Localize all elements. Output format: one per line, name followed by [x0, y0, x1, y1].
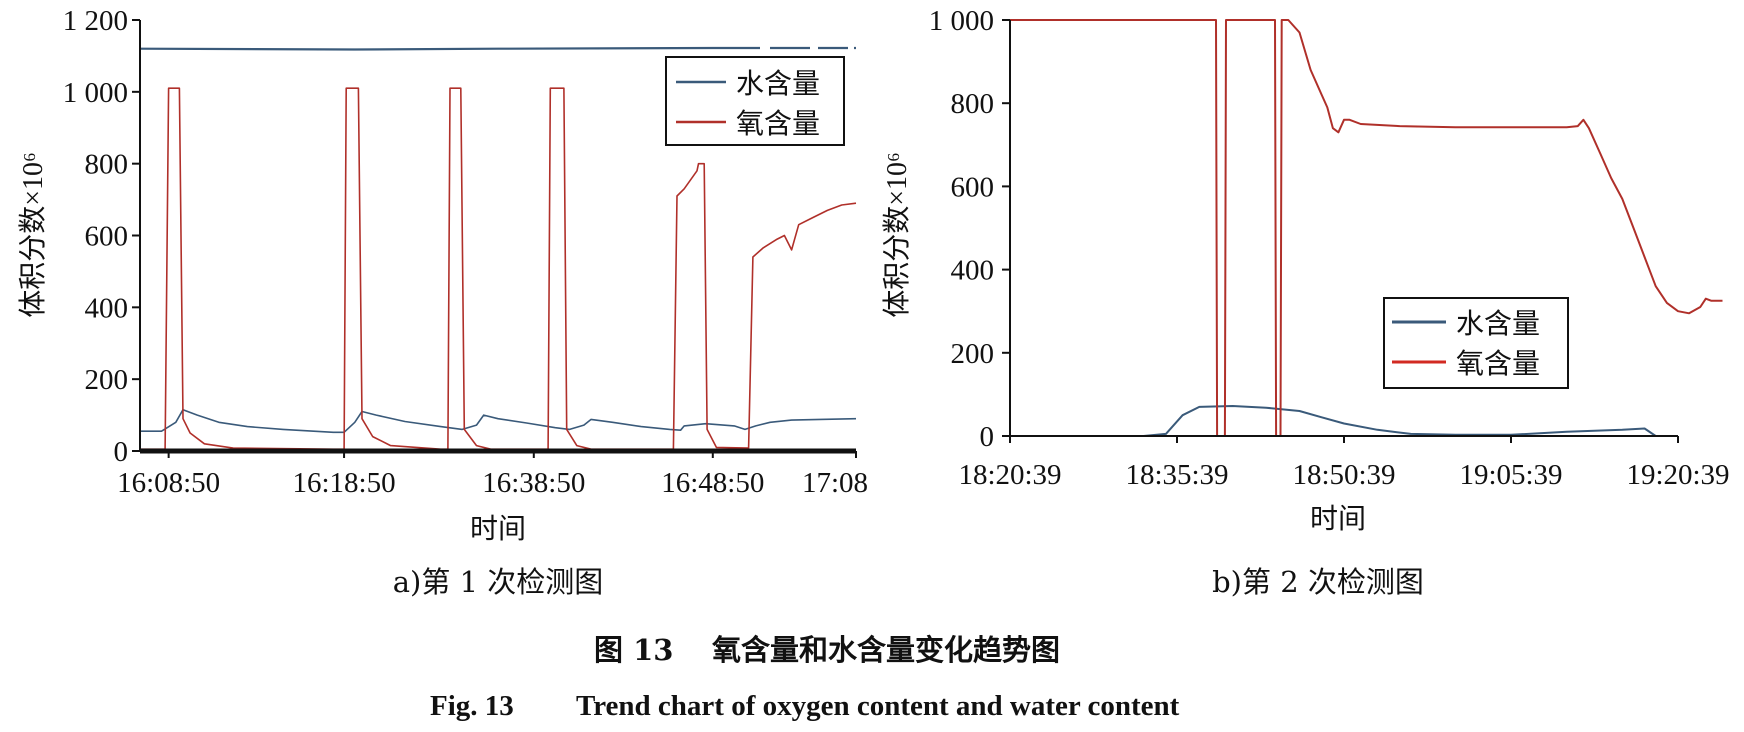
x-tick-label: 16:38:50	[482, 467, 585, 499]
y-tick-label: 1 000	[63, 77, 128, 109]
chart-a-x-ticks: 16:08:50 16:18:50 16:38:50 16:48:50 17:08	[117, 451, 868, 499]
y-tick-label: 0	[114, 436, 129, 468]
y-tick-label: 200	[951, 338, 995, 370]
caption-en-title: Trend chart of oxygen content and water …	[576, 690, 1180, 722]
series-line-reference	[139, 46, 856, 51]
chart-b-xlabel: 时间	[1310, 502, 1366, 535]
y-tick-label: 400	[951, 255, 995, 287]
y-tick-label: 800	[85, 149, 129, 181]
chart-b-ylabel: 体积分数×10⁶	[881, 152, 913, 318]
series-line-water	[1010, 405, 1657, 437]
chart-b: 0 200 400 600 800 1 000 18:20:39 18:35:39 18:50…	[881, 5, 1730, 599]
chart-a-subcaption: a)第 1 次检测图	[393, 565, 604, 599]
chart-a-legend: 水含量 氧含量	[665, 56, 845, 146]
caption-en-number: Fig. 13	[430, 690, 514, 722]
x-tick-label: 19:20:39	[1626, 459, 1729, 491]
chart-b-legend-water-label: 水含量	[1456, 307, 1540, 340]
chart-a-legend-water-label: 水含量	[736, 67, 820, 100]
x-tick-label: 18:50:39	[1292, 459, 1395, 491]
caption-cn-title: 氧含量和水含量变化趋势图	[711, 633, 1060, 667]
y-tick-label: 1 000	[929, 5, 994, 37]
y-tick-label: 800	[951, 88, 995, 120]
chart-a-legend-oxygen-label: 氧含量	[736, 107, 820, 140]
series-line-water	[140, 408, 857, 434]
chart-b-plot-area	[1010, 20, 1678, 436]
chart-a-xlabel: 时间	[470, 512, 526, 545]
chart-a: 0 200 400 600 800 1 000 1 200 16:08:50 16:18:50…	[17, 5, 868, 599]
y-tick-label: 600	[85, 221, 129, 253]
caption-cn-number: 图 13	[594, 633, 673, 667]
x-tick-label: 17:08	[802, 467, 868, 499]
x-tick-label: 18:35:39	[1125, 459, 1228, 491]
x-tick-label: 16:18:50	[292, 467, 395, 499]
chart-b-legend-box	[1383, 297, 1569, 389]
chart-a-y-ticks: 0 200 400 600 800 1 000 1 200	[63, 5, 140, 468]
x-tick-label: 18:20:39	[958, 459, 1061, 491]
y-tick-label: 400	[85, 292, 129, 324]
chart-b-legend-oxygen-label: 氧含量	[1456, 347, 1540, 380]
chart-b-subcaption: b)第 2 次检测图	[1212, 565, 1424, 599]
x-tick-label: 16:08:50	[117, 467, 220, 499]
y-tick-label: 1 200	[63, 5, 128, 37]
x-tick-label: 16:48:50	[661, 467, 764, 499]
chart-a-legend-box	[665, 56, 845, 146]
chart-b-legend: 水含量 氧含量	[1383, 297, 1569, 389]
chart-b-x-ticks: 18:20:39 18:35:39 18:50:39 19:05:39 19:20:39	[958, 436, 1730, 491]
figure-caption: 图 13 氧含量和水含量变化趋势图 Fig. 13 Trend chart of…	[430, 633, 1180, 722]
chart-b-y-ticks: 0 200 400 600 800 1 000	[929, 5, 1010, 453]
x-tick-label: 19:05:39	[1459, 459, 1562, 491]
y-tick-label: 600	[951, 171, 995, 203]
y-tick-label: 200	[85, 364, 129, 396]
chart-a-ylabel: 体积分数×10⁶	[17, 152, 49, 318]
y-tick-label: 0	[980, 421, 995, 453]
